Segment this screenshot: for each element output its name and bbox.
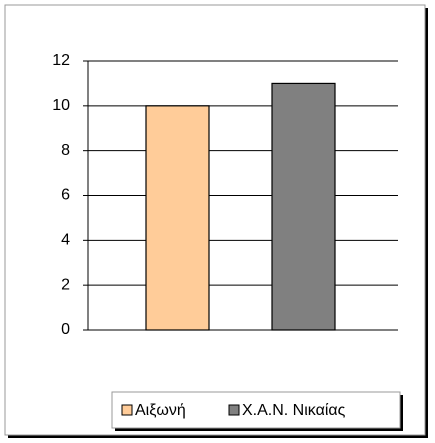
legend-label: Χ.Α.Ν. Νικαίας bbox=[242, 402, 346, 419]
legend-box bbox=[111, 391, 401, 429]
y-tick-label: 2 bbox=[61, 276, 70, 293]
legend-swatch bbox=[121, 404, 133, 416]
legend-swatch bbox=[228, 404, 240, 416]
chart-frame bbox=[4, 4, 426, 436]
y-tick-label: 8 bbox=[61, 142, 70, 159]
bar bbox=[145, 105, 210, 331]
y-tick-label: 0 bbox=[61, 321, 70, 338]
legend-label: Αιξωνή bbox=[135, 402, 186, 419]
y-tick-label: 12 bbox=[52, 52, 70, 69]
bar bbox=[271, 82, 336, 331]
y-tick-label: 6 bbox=[61, 187, 70, 204]
y-tick-label: 10 bbox=[52, 97, 70, 114]
y-tick-label: 4 bbox=[61, 232, 70, 249]
